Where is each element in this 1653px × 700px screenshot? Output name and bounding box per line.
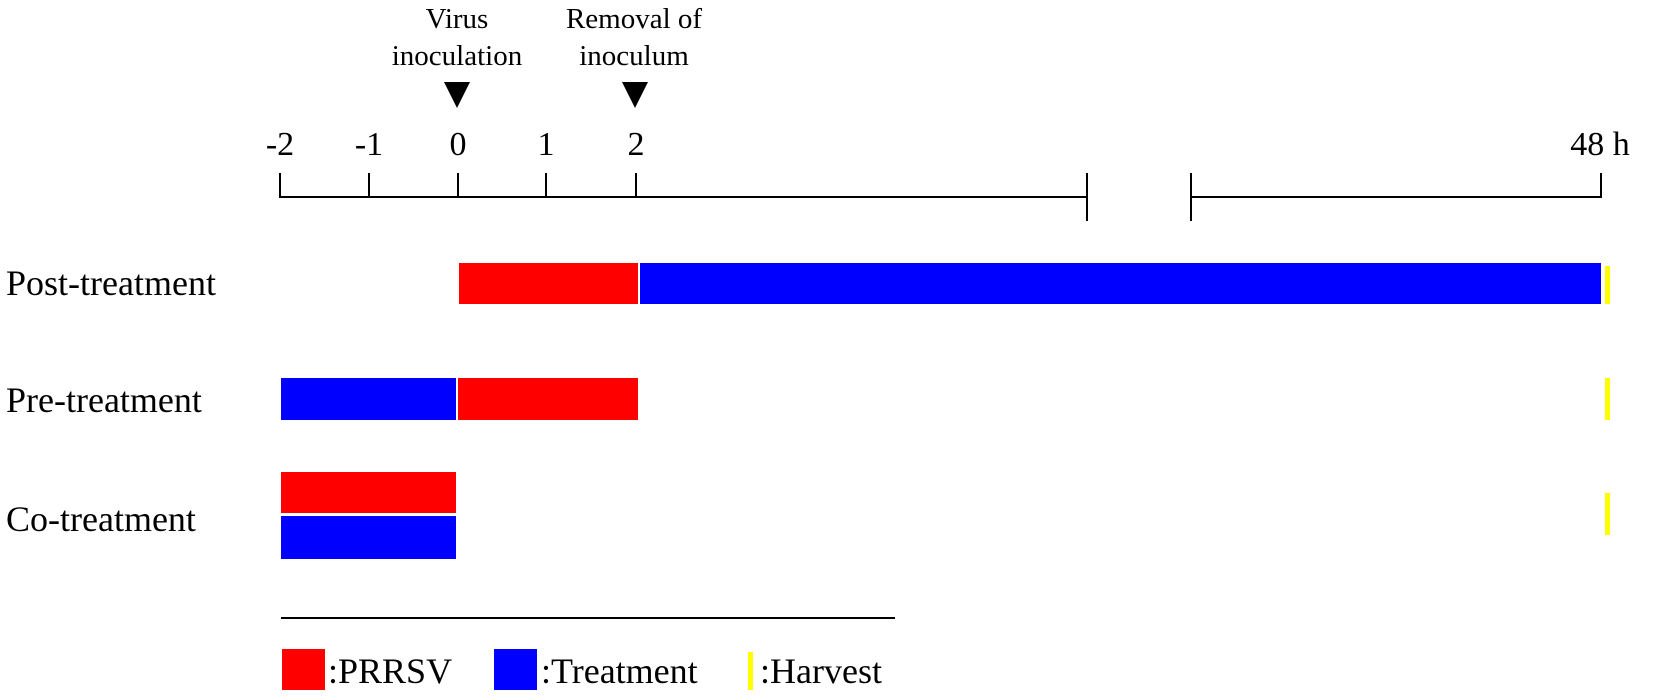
legend-treatment-swatch [494, 649, 537, 690]
annotation-virus-line2: inoculation [392, 40, 523, 72]
post-treatment-treatment-bar [640, 263, 1601, 304]
co-treatment-harvest-mark [1605, 493, 1610, 535]
co-treatment-prrsv-bar [281, 472, 456, 513]
legend-harvest-swatch [748, 652, 753, 690]
annotation-removal-line1: Removal of [566, 3, 702, 35]
legend-prrsv-label: :PRRSV [328, 651, 452, 691]
row-label-pre-treatment: Pre-treatment [6, 380, 202, 420]
tick-label-2: 2 [628, 126, 645, 163]
pre-treatment-harvest-mark [1605, 378, 1610, 420]
row-label-co-treatment: Co-treatment [6, 499, 196, 539]
tick-label-0: 0 [450, 126, 467, 163]
tick-label-minus1: -1 [355, 126, 383, 163]
row-label-post-treatment: Post-treatment [6, 263, 216, 303]
annotation-virus-line1: Virus [426, 3, 489, 35]
timeline-axis [279, 173, 1602, 221]
removal-inoculum-marker [622, 82, 648, 108]
pre-treatment-prrsv-bar [458, 378, 638, 420]
legend-prrsv-swatch [282, 649, 325, 690]
post-treatment-prrsv-bar [459, 263, 638, 304]
tick-label-minus2: -2 [266, 126, 294, 163]
legend-harvest-label: :Harvest [760, 651, 882, 691]
co-treatment-treatment-bar [281, 516, 456, 559]
tick-label-1: 1 [538, 126, 555, 163]
post-treatment-harvest-mark [1605, 266, 1610, 304]
annotation-removal-line2: inoculum [579, 40, 689, 72]
legend-treatment-label: :Treatment [541, 651, 698, 691]
virus-inoculation-marker [444, 82, 470, 108]
tick-label-48h: 48 h [1570, 126, 1630, 163]
pre-treatment-treatment-bar [281, 378, 456, 420]
